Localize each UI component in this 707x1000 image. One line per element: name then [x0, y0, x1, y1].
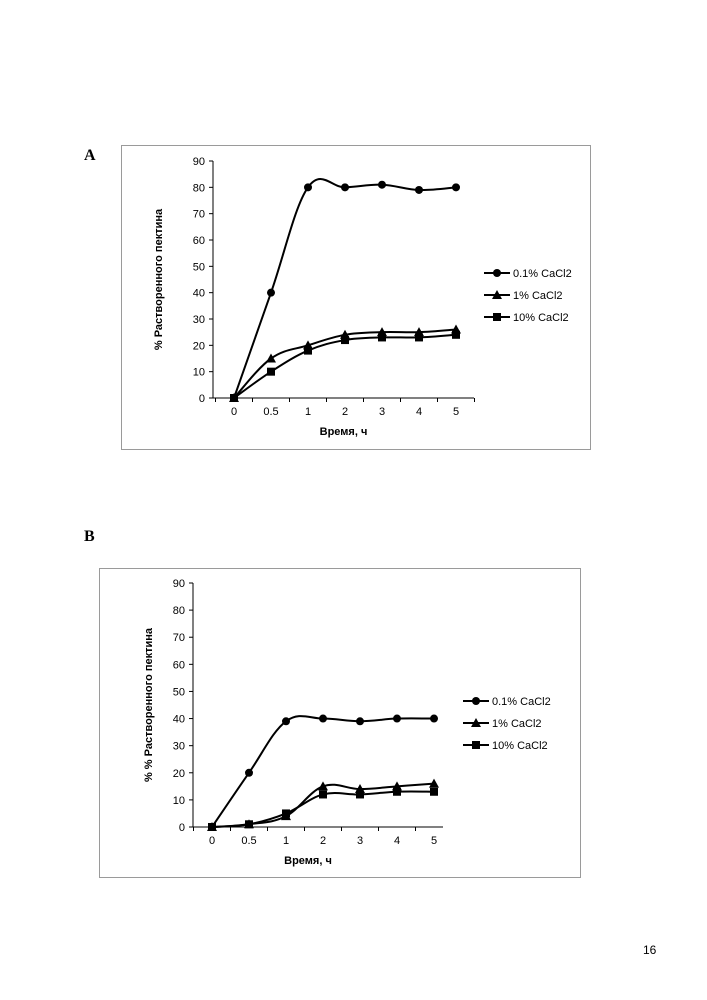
- x-tick-label: 2: [320, 835, 326, 847]
- data-point-1-1: [266, 354, 276, 363]
- y-tick-label: 80: [193, 182, 205, 194]
- x-tick-label: 5: [453, 406, 459, 418]
- data-point-2-3: [319, 790, 327, 798]
- legend-marker-2: [493, 313, 501, 321]
- y-tick-label: 20: [193, 340, 205, 352]
- data-point-2-1: [267, 368, 275, 376]
- y-tick-label: 20: [173, 768, 185, 780]
- legend-marker-2: [472, 741, 480, 749]
- data-point-0-4: [356, 717, 364, 725]
- data-point-0-2: [282, 717, 290, 725]
- data-point-0-6: [430, 715, 438, 723]
- legend-marker-0: [493, 269, 501, 277]
- panel-label-b: B: [84, 528, 95, 546]
- y-tick-label: 10: [193, 367, 205, 379]
- x-tick-label: 5: [431, 835, 437, 847]
- x-tick-label: 0.5: [241, 835, 256, 847]
- data-point-0-5: [393, 715, 401, 723]
- legend-label-0: 0.1% CaCl2: [513, 268, 572, 280]
- chart-b-frame: 0 10 20 30 40 50 60 70 80 90 0 0.5 1 2 3 4 5 Время, ч % % …: [99, 568, 581, 878]
- y-tick-label: 90: [173, 578, 185, 590]
- data-point-2-2: [282, 809, 290, 817]
- legend-label-1: 1% CaCl2: [513, 290, 563, 302]
- data-point-0-2: [304, 183, 312, 191]
- data-point-0-1: [245, 769, 253, 777]
- y-tick-label: 30: [193, 314, 205, 326]
- x-tick-label: 1: [283, 835, 289, 847]
- series-line-2: [234, 335, 456, 398]
- y-tick-label: 50: [193, 261, 205, 273]
- x-tick-label: 4: [394, 835, 400, 847]
- data-point-2-3: [341, 336, 349, 344]
- y-tick-label: 0: [179, 822, 185, 834]
- x-tick-label: 0: [209, 835, 215, 847]
- chart-a-frame: 0 10 20 30 40 50 60 70 80 90 0 0.5 1 2 3 4 5 Время, ч % Ра…: [121, 145, 591, 450]
- y-axis-title: % Растворенного пектина: [153, 208, 165, 350]
- y-tick-label: 70: [173, 632, 185, 644]
- legend-label-2: 10% CaCl2: [492, 740, 548, 752]
- y-tick-label: 50: [173, 686, 185, 698]
- y-tick-label: 40: [193, 288, 205, 300]
- data-point-0-6: [452, 183, 460, 191]
- y-tick-label: 0: [199, 393, 205, 405]
- panel-label-a: A: [84, 147, 96, 165]
- y-tick-label: 40: [173, 714, 185, 726]
- series-line-0: [234, 179, 456, 398]
- data-point-0-3: [319, 715, 327, 723]
- y-tick-label: 80: [173, 605, 185, 617]
- y-tick-label: 30: [173, 741, 185, 753]
- data-point-0-1: [267, 289, 275, 297]
- x-axis-title: Время, ч: [320, 426, 368, 438]
- data-point-2-5: [415, 333, 423, 341]
- x-tick-label: 1: [305, 406, 311, 418]
- legend-label-1: 1% CaCl2: [492, 718, 542, 730]
- data-point-2-0: [230, 394, 238, 402]
- x-tick-label: 3: [379, 406, 385, 418]
- data-point-2-4: [378, 333, 386, 341]
- legend-marker-0: [472, 697, 480, 705]
- data-point-2-6: [452, 331, 460, 339]
- x-tick-label: 0.5: [263, 406, 278, 418]
- x-tick-label: 2: [342, 406, 348, 418]
- data-point-2-4: [356, 790, 364, 798]
- data-point-2-5: [393, 788, 401, 796]
- x-axis-title: Время, ч: [284, 855, 332, 867]
- y-tick-label: 90: [193, 156, 205, 168]
- y-tick-label: 70: [193, 209, 205, 221]
- page-number: 16: [643, 943, 656, 957]
- data-point-2-6: [430, 788, 438, 796]
- x-tick-label: 3: [357, 835, 363, 847]
- chart-b: 0 10 20 30 40 50 60 70 80 90 0 0.5 1 2 3 4 5 Время, ч % % …: [100, 569, 580, 877]
- data-point-0-4: [378, 181, 386, 189]
- x-tick-label: 4: [416, 406, 422, 418]
- chart-a: 0 10 20 30 40 50 60 70 80 90 0 0.5 1 2 3 4 5 Время, ч % Ра…: [122, 146, 590, 449]
- legend-label-2: 10% CaCl2: [513, 312, 569, 324]
- data-point-0-5: [415, 186, 423, 194]
- data-point-2-2: [304, 347, 312, 355]
- legend-label-0: 0.1% CaCl2: [492, 696, 551, 708]
- y-tick-label: 60: [193, 235, 205, 247]
- data-point-2-0: [208, 823, 216, 831]
- data-point-2-1: [245, 820, 253, 828]
- y-tick-label: 60: [173, 659, 185, 671]
- y-axis-title: % % Растворенного пектина: [143, 627, 155, 782]
- data-point-0-3: [341, 183, 349, 191]
- x-tick-label: 0: [231, 406, 237, 418]
- y-tick-label: 10: [173, 795, 185, 807]
